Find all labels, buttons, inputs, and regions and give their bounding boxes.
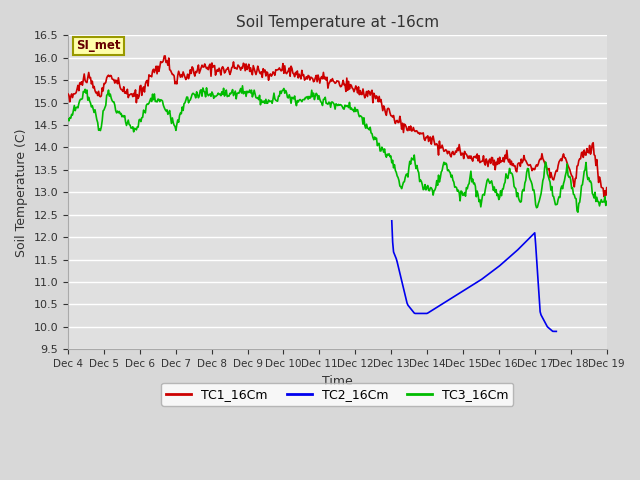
- Y-axis label: Soil Temperature (C): Soil Temperature (C): [15, 128, 28, 257]
- Title: Soil Temperature at -16cm: Soil Temperature at -16cm: [236, 15, 439, 30]
- Text: SI_met: SI_met: [76, 39, 120, 52]
- Legend: TC1_16Cm, TC2_16Cm, TC3_16Cm: TC1_16Cm, TC2_16Cm, TC3_16Cm: [161, 383, 513, 406]
- X-axis label: Time: Time: [322, 374, 353, 388]
